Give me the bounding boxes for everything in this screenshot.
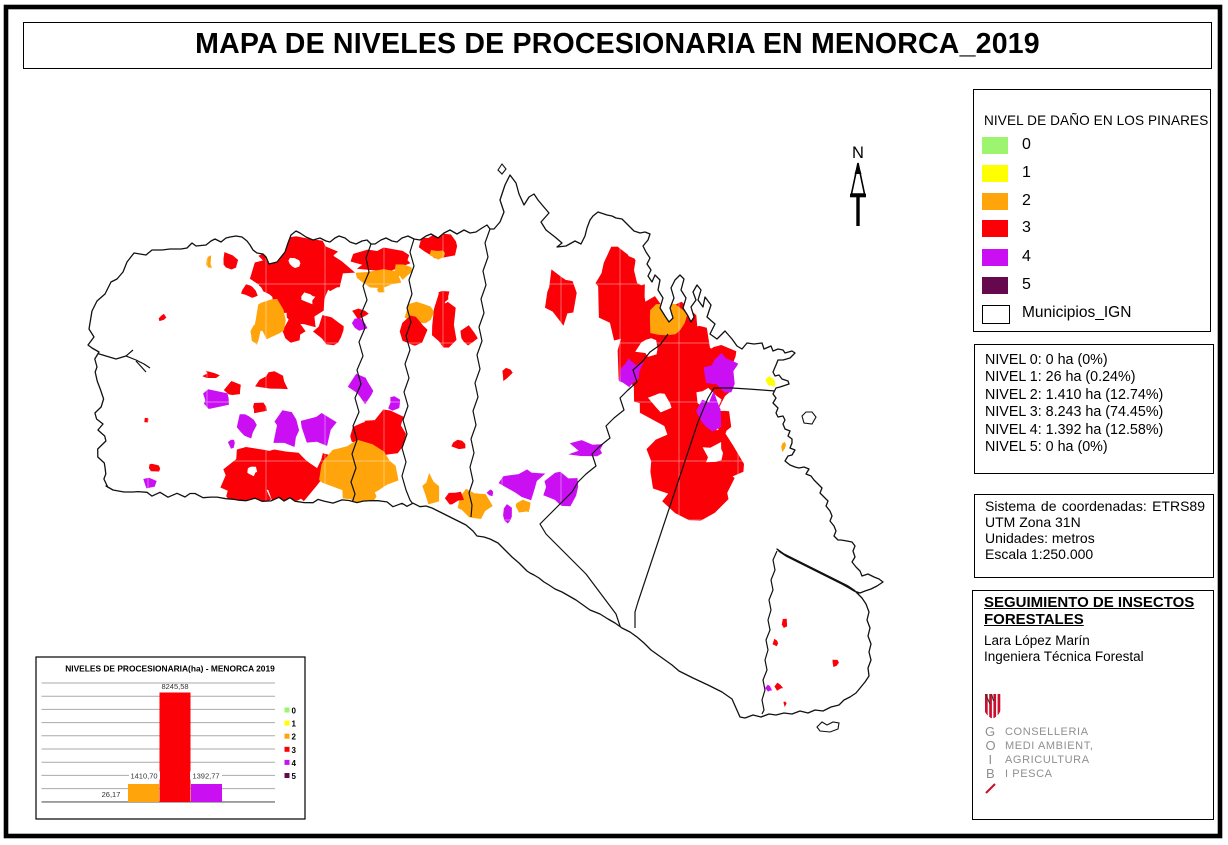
svg-text:1392,77: 1392,77 [192,772,219,781]
svg-text:8245,58: 8245,58 [161,682,188,691]
svg-text:CONSELLERIA: CONSELLERIA [1005,726,1089,738]
svg-text:4: 4 [292,759,297,768]
svg-text:3: 3 [292,746,297,755]
svg-text:I: I [989,752,993,767]
svg-text:MEDI AMBIENT,: MEDI AMBIENT, [1005,740,1093,752]
svg-text:26,17: 26,17 [102,790,121,799]
svg-text:G: G [985,724,995,739]
svg-text:2: 2 [292,733,297,742]
svg-text:5: 5 [292,772,297,781]
svg-text:O: O [986,738,996,753]
svg-text:N: N [852,144,864,162]
svg-text:I PESCA: I PESCA [1005,768,1053,780]
svg-text:B: B [986,766,995,781]
svg-text:0: 0 [292,707,297,716]
svg-text:1410,70: 1410,70 [130,772,157,781]
svg-text:1: 1 [292,720,297,729]
svg-text:NIVELES DE PROCESIONARIA(ha) -: NIVELES DE PROCESIONARIA(ha) - MENORCA 2… [65,664,275,674]
svg-text:AGRICULTURA: AGRICULTURA [1005,754,1090,766]
